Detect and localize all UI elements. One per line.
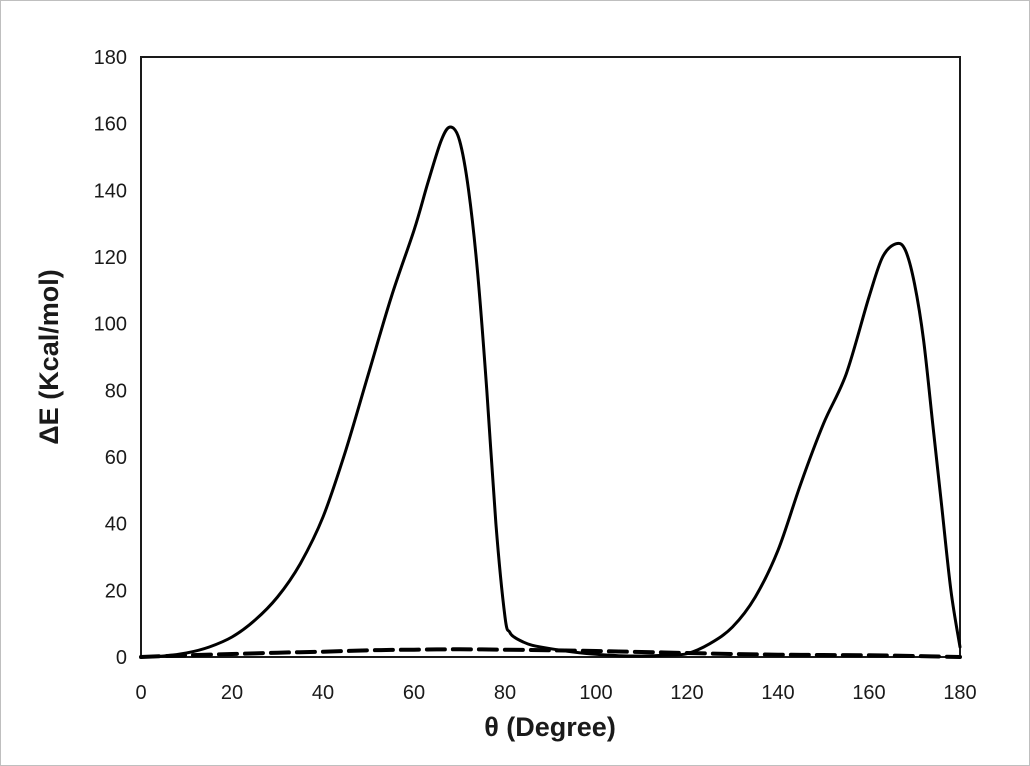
x-tick-labels: 0 20 40 60 80 100 120 140 160 180 xyxy=(135,682,976,704)
x-tick-label: 120 xyxy=(670,682,703,704)
y-tick-label: 40 xyxy=(105,514,127,536)
plot-area-border xyxy=(140,56,961,658)
y-tick-label: 80 xyxy=(105,380,127,402)
y-tick-labels: 0 20 40 60 80 100 120 140 160 180 xyxy=(94,47,127,669)
y-tick-label: 160 xyxy=(94,114,127,136)
x-tick-label: 140 xyxy=(761,682,794,704)
y-tick-label: 120 xyxy=(94,247,127,269)
series-lines xyxy=(139,125,962,659)
solid-series-line xyxy=(139,125,962,659)
x-tick-label: 80 xyxy=(494,682,516,704)
y-tick-label: 140 xyxy=(94,180,127,202)
x-tick-label: 60 xyxy=(403,682,425,704)
y-tick-label: 20 xyxy=(105,580,127,602)
x-tick-label: 0 xyxy=(135,682,146,704)
x-tick-label: 180 xyxy=(943,682,976,704)
x-tick-label: 20 xyxy=(221,682,243,704)
y-tick-label: 60 xyxy=(105,447,127,469)
x-axis-title: θ (Degree) xyxy=(484,712,616,742)
x-tick-label: 160 xyxy=(852,682,885,704)
y-tick-label: 0 xyxy=(116,647,127,669)
y-axis-title: ΔE (Kcal/mol) xyxy=(34,269,64,444)
x-tick-label: 100 xyxy=(579,682,612,704)
dashed-series-line xyxy=(139,647,962,659)
x-tick-label: 40 xyxy=(312,682,334,704)
y-tick-label: 100 xyxy=(94,314,127,336)
y-tick-label: 180 xyxy=(94,47,127,69)
